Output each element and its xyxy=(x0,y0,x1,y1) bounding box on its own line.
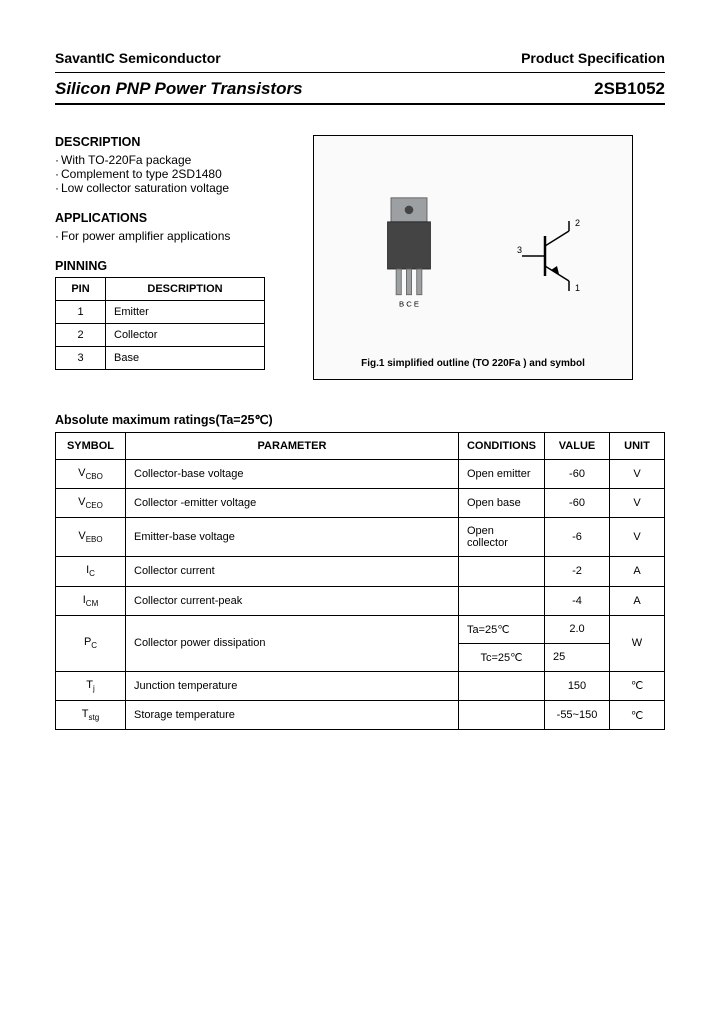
symbol-cell: IC xyxy=(56,557,126,586)
symbol-cell: Tj xyxy=(56,671,126,700)
unit-cell: A xyxy=(610,557,665,586)
param-cell: Collector -emitter voltage xyxy=(126,489,459,518)
unit-cell: ℃ xyxy=(610,671,665,700)
table-row: VCBOCollector-base voltageOpen emitter-6… xyxy=(56,460,665,489)
applications-list: For power amplifier applications xyxy=(55,229,295,243)
symbol-cell: VEBO xyxy=(56,518,126,557)
cond-cell: Tc=25℃ xyxy=(458,643,544,671)
figure-box: B C E 2 3 1 Fig.1 simplified outline (TO… xyxy=(313,135,633,380)
value-cell: 25 xyxy=(545,643,610,671)
col-header: CONDITIONS xyxy=(458,433,544,460)
page-title: Silicon PNP Power Transistors xyxy=(55,79,303,99)
part-number: 2SB1052 xyxy=(594,79,665,99)
description-item: Complement to type 2SD1480 xyxy=(55,167,295,181)
cond-cell: Open base xyxy=(458,489,544,518)
col-header: PIN xyxy=(56,278,106,301)
value-cell: -60 xyxy=(545,460,610,489)
applications-item: For power amplifier applications xyxy=(55,229,295,243)
table-row: TjJunction temperature 150℃ xyxy=(56,671,665,700)
value-cell: -60 xyxy=(545,489,610,518)
param-cell: Collector power dissipation xyxy=(126,615,459,671)
col-header: PARAMETER xyxy=(126,433,459,460)
cond-cell: Ta=25℃ xyxy=(458,615,544,643)
col-header: UNIT xyxy=(610,433,665,460)
company-name: SavantIC Semiconductor xyxy=(55,50,221,66)
value-cell: -6 xyxy=(545,518,610,557)
unit-cell: ℃ xyxy=(610,700,665,729)
applications-heading: APPLICATIONS xyxy=(55,211,295,225)
svg-text:1: 1 xyxy=(575,283,580,293)
symbol-cell: PC xyxy=(56,615,126,671)
table-row: ICCollector current -2A xyxy=(56,557,665,586)
svg-text:3: 3 xyxy=(517,245,522,255)
unit-cell: V xyxy=(610,489,665,518)
table-header-row: PIN DESCRIPTION xyxy=(56,278,265,301)
description-list: With TO-220Fa package Complement to type… xyxy=(55,153,295,195)
unit-cell: A xyxy=(610,586,665,615)
symbol-cell: ICM xyxy=(56,586,126,615)
symbol-cell: VCBO xyxy=(56,460,126,489)
description-heading: DESCRIPTION xyxy=(55,135,295,149)
table-row: VCEOCollector -emitter voltageOpen base-… xyxy=(56,489,665,518)
param-cell: Emitter-base voltage xyxy=(126,518,459,557)
divider-thick xyxy=(55,103,665,105)
unit-cell: V xyxy=(610,460,665,489)
unit-cell: V xyxy=(610,518,665,557)
param-cell: Collector current xyxy=(126,557,459,586)
table-row: PCCollector power dissipationTa=25℃2.0W xyxy=(56,615,665,643)
cond-cell xyxy=(458,671,544,700)
svg-text:B C E: B C E xyxy=(399,300,419,309)
symbol-cell: Tstg xyxy=(56,700,126,729)
value-cell: -4 xyxy=(545,586,610,615)
symbol-cell: VCEO xyxy=(56,489,126,518)
package-outline-icon: B C E xyxy=(374,191,444,311)
cond-cell xyxy=(458,586,544,615)
ratings-heading: Absolute maximum ratings(Ta=25℃) xyxy=(55,412,665,427)
cond-cell: Open collector xyxy=(458,518,544,557)
value-cell: -55~150 xyxy=(545,700,610,729)
col-header: SYMBOL xyxy=(56,433,126,460)
transistor-symbol-icon: 2 3 1 xyxy=(517,216,587,296)
table-row: 1Emitter xyxy=(56,301,265,324)
col-header: VALUE xyxy=(545,433,610,460)
description-item: Low collector saturation voltage xyxy=(55,181,295,195)
svg-text:2: 2 xyxy=(575,218,580,228)
cond-cell: Open emitter xyxy=(458,460,544,489)
divider xyxy=(55,72,665,73)
table-row: 2Collector xyxy=(56,324,265,347)
pinning-table: PIN DESCRIPTION 1Emitter 2Collector 3Bas… xyxy=(55,277,265,370)
doc-type: Product Specification xyxy=(521,50,665,66)
ratings-table: SYMBOL PARAMETER CONDITIONS VALUE UNIT V… xyxy=(55,432,665,730)
value-cell: -2 xyxy=(545,557,610,586)
table-row: 3Base xyxy=(56,347,265,370)
value-cell: 2.0 xyxy=(545,615,610,643)
description-item: With TO-220Fa package xyxy=(55,153,295,167)
cond-cell xyxy=(458,557,544,586)
param-cell: Junction temperature xyxy=(126,671,459,700)
param-cell: Collector-base voltage xyxy=(126,460,459,489)
cond-cell xyxy=(458,700,544,729)
table-header-row: SYMBOL PARAMETER CONDITIONS VALUE UNIT xyxy=(56,433,665,460)
col-header: DESCRIPTION xyxy=(106,278,265,301)
param-cell: Storage temperature xyxy=(126,700,459,729)
value-cell: 150 xyxy=(545,671,610,700)
figure-caption: Fig.1 simplified outline (TO 220Fa ) and… xyxy=(314,358,632,369)
param-cell: Collector current-peak xyxy=(126,586,459,615)
table-row: VEBOEmitter-base voltageOpen collector-6… xyxy=(56,518,665,557)
pinning-heading: PINNING xyxy=(55,259,295,273)
table-row: TstgStorage temperature -55~150℃ xyxy=(56,700,665,729)
unit-cell: W xyxy=(610,615,665,671)
table-row: ICMCollector current-peak -4A xyxy=(56,586,665,615)
